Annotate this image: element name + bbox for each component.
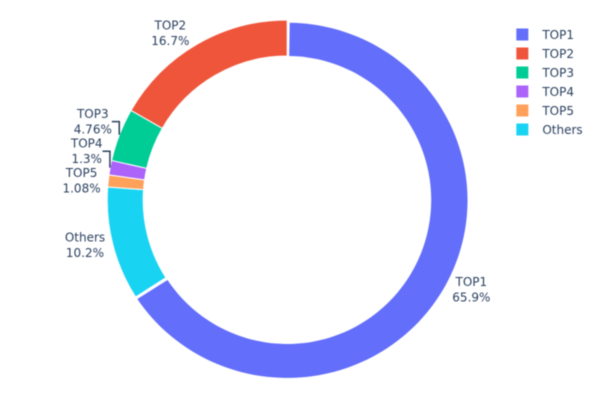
svg-text:TOP2: TOP2 bbox=[541, 47, 574, 61]
svg-text:TOP1: TOP1 bbox=[541, 28, 574, 42]
svg-text:TOP5: TOP5 bbox=[541, 104, 574, 118]
svg-text:TOP4: TOP4 bbox=[541, 85, 574, 99]
svg-text:TOP3: TOP3 bbox=[541, 66, 574, 80]
svg-text:Others: Others bbox=[542, 123, 582, 137]
